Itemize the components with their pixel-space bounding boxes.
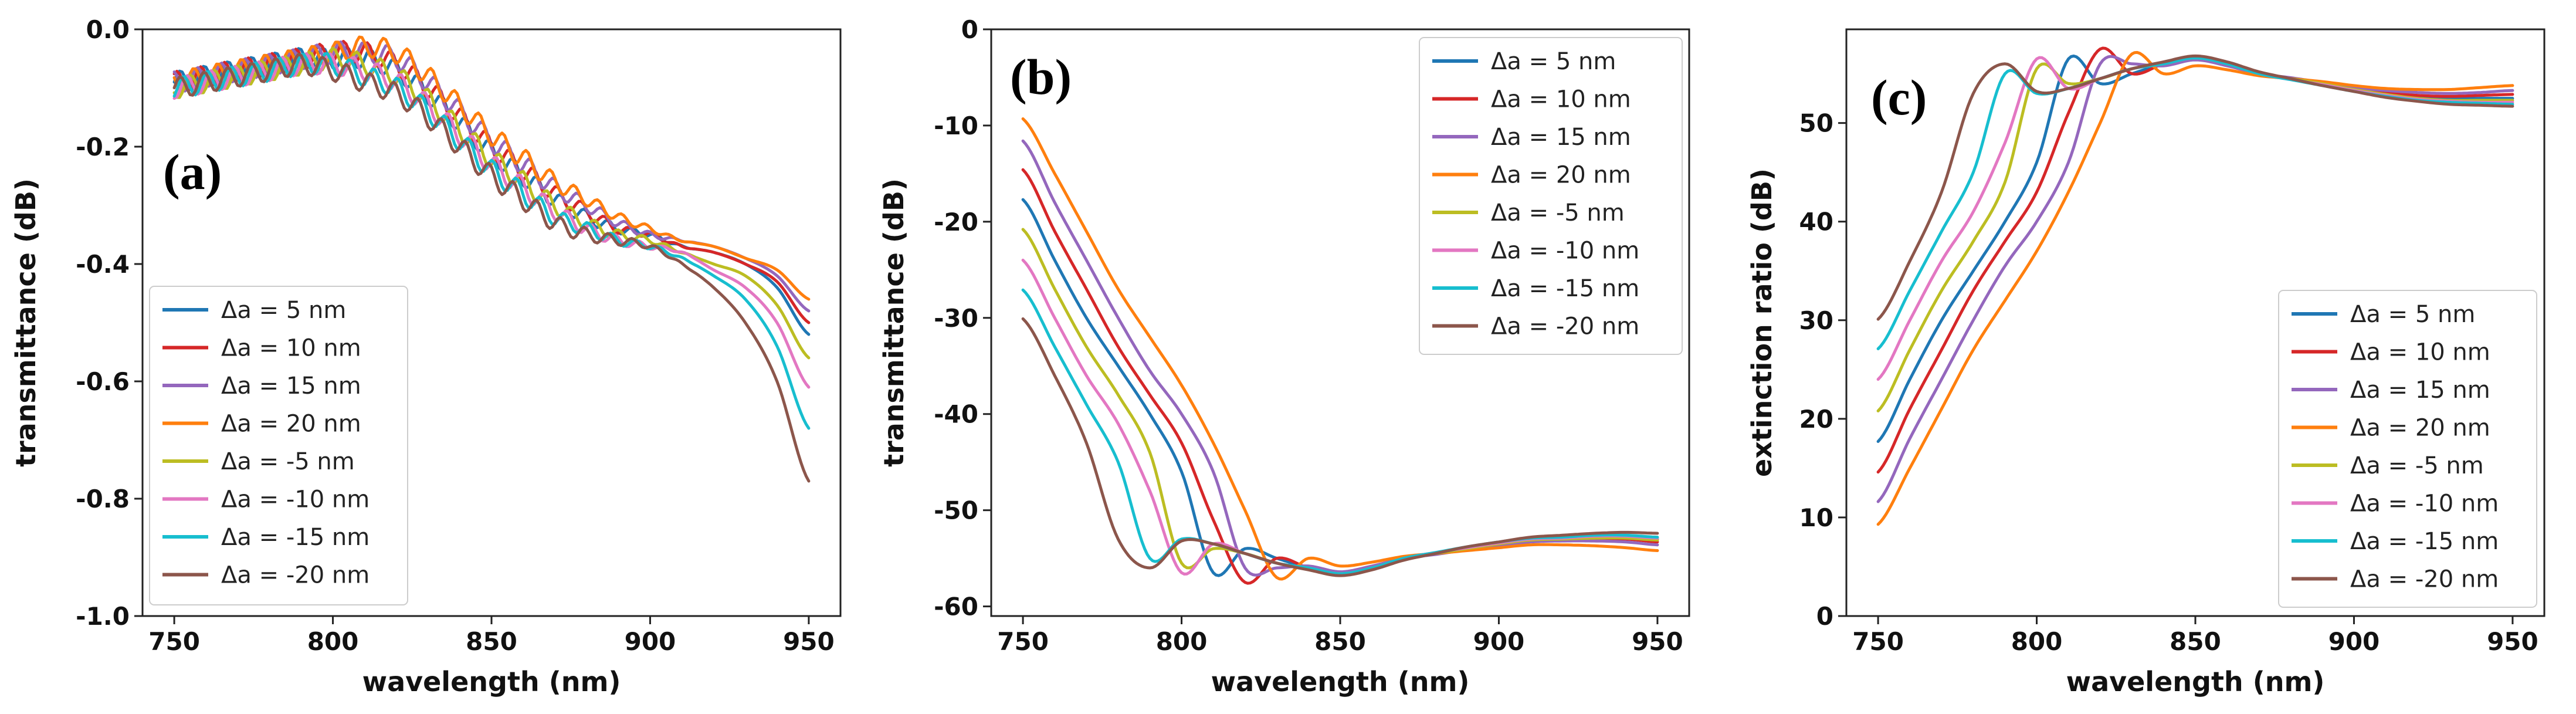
panel-b-ytick-label: -60 xyxy=(934,593,978,621)
panel-c-xtick-label: 950 xyxy=(2487,627,2538,656)
panel-b-legend-label: Δa = -10 nm xyxy=(1491,238,1639,265)
panel-b-legend-frame xyxy=(1419,37,1683,355)
panel-a: 750 800 850 900 950 0.0-0.2-0.4-0.6-0.8-1.0 … xyxy=(10,15,842,698)
panel-a-series-7-line xyxy=(172,52,811,483)
panel-b-legend-label: Δa = -5 nm xyxy=(1491,199,1625,226)
panel-a-legend-label: Δa = -5 nm xyxy=(221,448,355,475)
panel-a-xtick-label: 800 xyxy=(307,627,359,656)
panel-b-xtick-label: 850 xyxy=(1314,627,1366,656)
panel-b-ytick-label: -20 xyxy=(934,208,978,236)
panel-b-ytick-label: -10 xyxy=(934,111,978,140)
panel-c-legend-entries: Δa = 5 nm Δa = 10 nm Δa = 15 nm Δa = 20 nm Δ… xyxy=(2292,301,2499,593)
panel-b-legend: Δa = 5 nm Δa = 10 nm Δa = 15 nm Δa = 20 nm Δ… xyxy=(1419,37,1683,355)
panel-a-xtick-label: 950 xyxy=(783,627,835,656)
panel-a-xtick-label: 750 xyxy=(148,627,200,656)
panel-a-xlabel: wavelength (nm) xyxy=(362,666,621,698)
panel-c-legend-label: Δa = -5 nm xyxy=(2350,452,2484,479)
panel-a-legend-label: Δa = 20 nm xyxy=(221,411,361,438)
panel-a-ylabel: transmittance (dB) xyxy=(10,178,42,467)
panel-c-series-2-line xyxy=(1876,55,2514,503)
panel-a-yticks: 0.0 -0.2 -0.4 -0.6 -0.8 -1.0 xyxy=(76,15,143,631)
panel-c-legend-frame xyxy=(2278,290,2537,608)
panel-c-series-3-line xyxy=(1876,50,2514,526)
panel-b: 750 800 850 900 950 0-10-20-30-40-50-60 (b) … xyxy=(878,15,1690,698)
panel-b-xtick-label: 950 xyxy=(1632,627,1683,656)
panel-a-label: (a) xyxy=(163,144,222,200)
panel-b-ytick-label: 0 xyxy=(961,15,978,44)
panel-c-ytick-label: 40 xyxy=(1799,208,1833,236)
panel-b-series-3-line xyxy=(1021,117,1659,581)
panel-a-legend-label: Δa = 10 nm xyxy=(221,335,361,362)
panel-c-xtick-label: 800 xyxy=(2011,627,2063,656)
panel-a-lines xyxy=(172,35,811,483)
panel-c-ytick-label: 0 xyxy=(1816,602,1833,631)
panel-c-yticks: 0 10 20 30 40 50 xyxy=(1799,109,1846,631)
panel-a-ytick-label: -0.8 xyxy=(76,485,130,513)
panel-b-xtick-label: 750 xyxy=(997,627,1049,656)
panel-b-ytick-label: -40 xyxy=(934,400,978,429)
panel-a-legend-label: Δa = 5 nm xyxy=(221,297,346,324)
panel-b-legend-entries: Δa = 5 nm Δa = 10 nm Δa = 15 nm Δa = 20 nm Δ… xyxy=(1432,48,1639,340)
panel-b-xticks: 750 800 850 900 950 xyxy=(997,616,1683,656)
panel-a-legend: Δa = 5 nm Δa = 10 nm Δa = 15 nm Δa = 20 nm Δ… xyxy=(149,286,408,605)
panel-b-ylabel: transmittance (dB) xyxy=(878,178,910,467)
panel-b-legend-label: Δa = -20 nm xyxy=(1491,313,1639,340)
panel-c-ytick-label: 50 xyxy=(1799,109,1833,138)
panel-a-legend-frame xyxy=(149,286,408,605)
panel-b-series-7-line xyxy=(1021,317,1659,577)
panel-c-ytick-label: 20 xyxy=(1799,405,1833,434)
panel-b-yticks: 0 -10 -20 -30 -40 -50 -60 xyxy=(934,15,991,621)
panel-a-ytick-label: -0.6 xyxy=(76,367,130,396)
panel-c-series-7-line xyxy=(1876,54,2514,321)
panel-c-lines xyxy=(1876,46,2514,526)
panel-b-xtick-label: 800 xyxy=(1156,627,1208,656)
panel-a-xticks: 750 800 850 900 950 xyxy=(148,616,835,656)
panel-b-ytick-label: -30 xyxy=(934,304,978,333)
panel-a-ytick-label: -1.0 xyxy=(76,602,130,631)
panel-b-legend-label: Δa = 10 nm xyxy=(1491,86,1631,113)
panel-c-xtick-label: 750 xyxy=(1852,627,1904,656)
panel-c-legend-label: Δa = -15 nm xyxy=(2350,528,2499,555)
panel-b-legend-label: Δa = 20 nm xyxy=(1491,162,1631,189)
panel-b-xlabel: wavelength (nm) xyxy=(1211,666,1470,698)
panel-a-legend-label: Δa = -10 nm xyxy=(221,486,370,513)
panel-c-legend-label: Δa = -10 nm xyxy=(2350,490,2499,517)
panel-c-xlabel: wavelength (nm) xyxy=(2066,666,2325,698)
panel-a-legend-entries: Δa = 5 nm Δa = 10 nm Δa = 15 nm Δa = 20 nm Δ… xyxy=(162,297,370,589)
panel-a-legend-label: Δa = -20 nm xyxy=(221,562,370,589)
panel-c-legend-label: Δa = -20 nm xyxy=(2350,566,2499,593)
panel-b-legend-label: Δa = -15 nm xyxy=(1491,275,1639,302)
panel-c-legend-label: Δa = 10 nm xyxy=(2350,339,2490,366)
panel-c-legend-label: Δa = 5 nm xyxy=(2350,301,2475,328)
panel-c-legend: Δa = 5 nm Δa = 10 nm Δa = 15 nm Δa = 20 nm Δ… xyxy=(2278,290,2537,608)
panel-b-lines xyxy=(1021,117,1659,585)
panel-c-ytick-label: 30 xyxy=(1799,306,1833,335)
panel-b-xtick-label: 900 xyxy=(1473,627,1525,656)
panel-a-ytick-label: -0.2 xyxy=(76,133,130,161)
panel-a-xtick-label: 850 xyxy=(466,627,517,656)
panel-a-xtick-label: 900 xyxy=(625,627,676,656)
panel-c-label: (c) xyxy=(1871,69,1927,126)
panel-c-xtick-label: 850 xyxy=(2170,627,2221,656)
panel-b-label: (b) xyxy=(1010,49,1072,105)
panel-c: 750 800 850 900 950 0 10 20 30 40 50 (c) waveleng… xyxy=(1746,28,2546,698)
panel-a-legend-label: Δa = 15 nm xyxy=(221,373,361,400)
panel-b-legend-label: Δa = 5 nm xyxy=(1491,48,1616,75)
panel-c-legend-label: Δa = 20 nm xyxy=(2350,415,2490,442)
panel-c-legend-label: Δa = 15 nm xyxy=(2350,377,2490,404)
panel-a-series-6-line xyxy=(172,52,811,430)
panel-c-ytick-label: 10 xyxy=(1799,503,1833,532)
panel-a-ytick-label: 0.0 xyxy=(86,15,130,44)
panel-b-series-6-line xyxy=(1021,288,1659,576)
panel-c-ylabel: extinction ratio (dB) xyxy=(1746,168,1778,477)
panel-b-series-2-line xyxy=(1021,139,1659,577)
panel-a-ytick-label: -0.4 xyxy=(76,250,130,279)
panel-c-xtick-label: 900 xyxy=(2328,627,2380,656)
panel-b-ytick-label: -50 xyxy=(934,496,978,525)
panel-c-xticks: 750 800 850 900 950 xyxy=(1852,616,2538,656)
panel-a-legend-label: Δa = -15 nm xyxy=(221,524,370,551)
panel-b-legend-label: Δa = 15 nm xyxy=(1491,124,1631,151)
